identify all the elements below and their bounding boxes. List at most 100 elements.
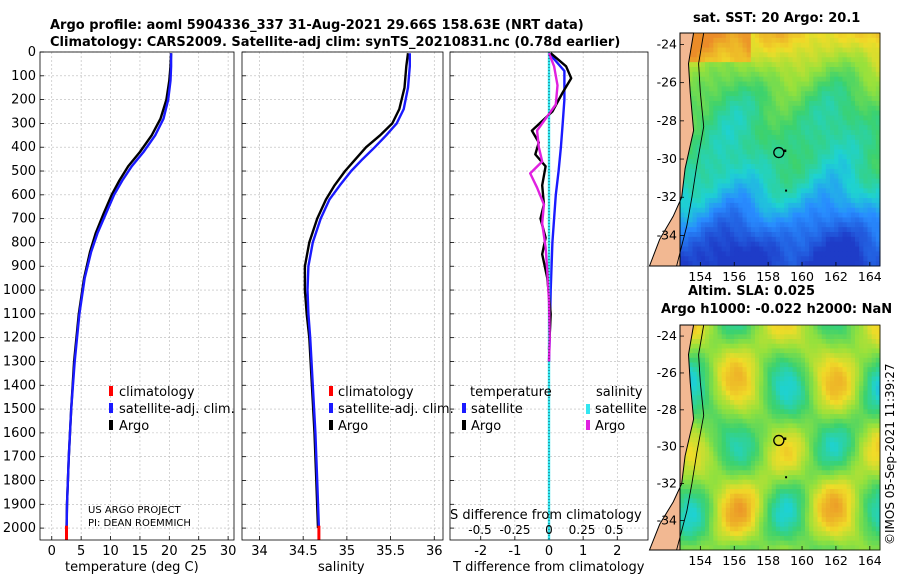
map-cell [730, 357, 735, 363]
map-cell [796, 479, 802, 485]
y-tick-label: 0 [28, 45, 36, 60]
map-cell [746, 164, 752, 170]
map-cell [863, 66, 868, 73]
map-cell [717, 42, 723, 49]
map-cell [842, 134, 848, 141]
map-cell [875, 241, 881, 248]
map-cell [713, 385, 718, 392]
map-cell [738, 418, 743, 424]
map-cell [725, 42, 731, 49]
map-cell [821, 232, 827, 238]
map-cell [771, 193, 777, 199]
map-cell [738, 470, 743, 476]
map-cell [780, 52, 785, 58]
map-cell [771, 428, 777, 434]
y-tick-label: -30 [657, 439, 677, 454]
map-cell [792, 376, 798, 382]
map-cell [709, 437, 714, 443]
map-cell [788, 168, 793, 175]
map-cell [830, 526, 835, 532]
map-cell [721, 357, 727, 363]
map-cell [713, 432, 718, 438]
map-cell [692, 222, 698, 228]
map-cell [734, 503, 739, 509]
map-cell [771, 198, 777, 204]
map-cell [875, 71, 881, 78]
map-cell [750, 479, 756, 485]
map-cell [692, 47, 698, 53]
map-cell [767, 521, 773, 528]
map-cell [717, 460, 723, 467]
map-cell [821, 418, 827, 424]
map-cell [725, 395, 731, 401]
map-cell [855, 154, 860, 160]
map-cell [784, 159, 789, 165]
map-cell [755, 241, 760, 248]
map-cell [821, 376, 827, 382]
legend-header-temperature: temperature [470, 385, 552, 400]
map-cell [834, 178, 839, 184]
map-cell [788, 479, 793, 485]
map-cell [784, 212, 789, 218]
map-cell [717, 81, 723, 87]
map-cell [759, 134, 764, 141]
map-cell [825, 526, 831, 532]
map-cell [725, 66, 731, 73]
map-cell [700, 183, 706, 189]
map-cell [721, 188, 727, 194]
map-cell [871, 460, 877, 467]
map-cell [863, 531, 868, 537]
map-cell [709, 236, 714, 243]
map-cell [788, 376, 793, 382]
legend-label-argo: Argo [119, 419, 149, 434]
map-cell [767, 432, 773, 438]
map-cell [767, 357, 773, 363]
map-cell [784, 120, 789, 126]
map-cell [700, 139, 706, 146]
map-cell [688, 343, 693, 349]
map-cell [692, 489, 698, 495]
map-cell [855, 96, 860, 102]
map-cell [709, 390, 714, 396]
map-cell [688, 178, 693, 184]
map-cell [805, 339, 810, 345]
map-cell [713, 96, 718, 102]
map-cell [717, 512, 723, 518]
map-cell [842, 100, 848, 107]
map-cell [784, 339, 789, 345]
map-cell [759, 91, 764, 97]
map-cell [746, 503, 752, 509]
map-cell [688, 246, 693, 252]
map-cell [867, 531, 873, 537]
map-cell [771, 57, 777, 63]
map-cell [825, 96, 831, 102]
map-cell [796, 130, 802, 136]
map-cell [859, 100, 864, 107]
map-cell [755, 470, 760, 476]
map-cell [700, 475, 706, 481]
map-cell [825, 105, 831, 112]
map-cell [817, 357, 823, 363]
map-cell [771, 120, 777, 126]
map-cell [788, 62, 793, 68]
map-cell [859, 339, 864, 345]
map-cell [780, 33, 785, 39]
map-cell [850, 512, 856, 518]
map-cell [838, 144, 843, 150]
map-cell [871, 139, 877, 146]
map-cell [867, 81, 873, 87]
map-cell [750, 446, 756, 453]
map-cell [775, 507, 781, 513]
map-cell [692, 144, 698, 150]
map-cell [792, 512, 798, 518]
map-cell [700, 390, 706, 396]
map-cell [763, 159, 768, 165]
map-cell [717, 246, 723, 252]
map-cell [813, 512, 818, 518]
map-cell [859, 484, 864, 490]
map-cell [813, 168, 818, 175]
map-cell [759, 498, 764, 504]
map-cell [830, 545, 835, 551]
map-cell [817, 329, 823, 335]
map-cell [780, 149, 785, 155]
